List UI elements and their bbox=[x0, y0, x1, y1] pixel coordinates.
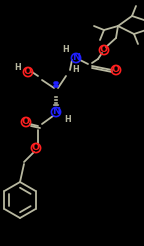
Text: O: O bbox=[100, 46, 108, 55]
Text: H: H bbox=[15, 62, 21, 72]
Text: O: O bbox=[32, 143, 40, 153]
Text: H: H bbox=[73, 65, 79, 75]
Text: O: O bbox=[112, 65, 120, 75]
Text: H: H bbox=[63, 46, 69, 55]
Text: O: O bbox=[24, 67, 32, 77]
Text: N: N bbox=[72, 53, 80, 62]
Text: N: N bbox=[52, 108, 60, 117]
Text: O: O bbox=[22, 118, 30, 126]
Text: H: H bbox=[65, 116, 71, 124]
